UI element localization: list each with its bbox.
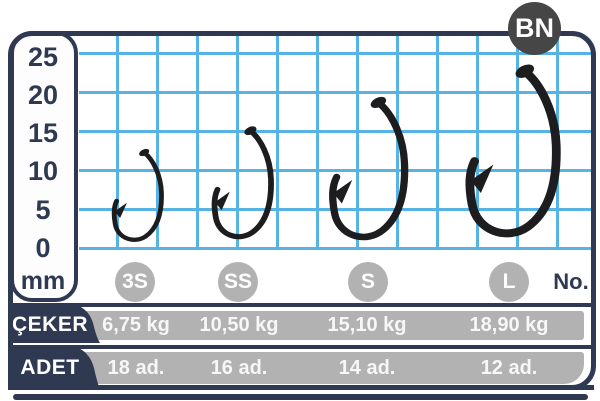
fishhook-s-icon: [329, 96, 409, 241]
size-badge-s: S: [348, 262, 388, 302]
adet-row-bottom-rule: [10, 385, 594, 390]
row-separator-rule: [10, 345, 594, 349]
adet-row-label: ADET: [20, 356, 80, 379]
bn-badge: BN: [508, 2, 561, 55]
ceker-tab-shape: [8, 303, 100, 343]
fishhook-l-icon: [465, 64, 561, 238]
ceker-row-bar: [13, 311, 584, 340]
adet-value-l: 12 ad.: [480, 357, 538, 379]
ruler-tick-10: 10: [27, 156, 59, 186]
ceker-row-label: ÇEKER: [11, 313, 88, 336]
adet-value-s: 14 ad.: [338, 357, 396, 379]
fishhook-3s-icon: [111, 148, 164, 242]
size-row-no-label: No.: [553, 269, 589, 294]
ruler-tick-0: 0: [35, 233, 51, 263]
ruler-tick-5: 5: [35, 195, 51, 225]
ruler-tick-20: 20: [27, 80, 59, 110]
bottom-shadow-line: [13, 394, 588, 400]
ceker-value-l: 18,90 kg: [469, 314, 549, 336]
ceker-value-3s: 6,75 kg: [102, 314, 170, 336]
adet-row-bar: [13, 352, 584, 384]
ruler-unit-label: mm: [20, 267, 66, 295]
size-badge-ss: SS: [218, 262, 258, 302]
ruler-panel: [10, 31, 78, 302]
size-badge-l: L: [489, 262, 529, 302]
size-badge-3s: 3S: [115, 262, 155, 302]
ceker-value-ss: 10,50 kg: [199, 314, 279, 336]
adet-value-ss: 16 ad.: [210, 357, 268, 379]
ceker-value-s: 15,10 kg: [327, 314, 407, 336]
ruler-tick-15: 15: [27, 118, 59, 148]
ruler-tick-25: 25: [27, 42, 59, 72]
adet-tab-shape: [8, 345, 100, 390]
fishhook-ss-icon: [211, 126, 274, 240]
ceker-row-top-rule: [10, 303, 594, 307]
adet-value-3s: 18 ad.: [107, 357, 165, 379]
